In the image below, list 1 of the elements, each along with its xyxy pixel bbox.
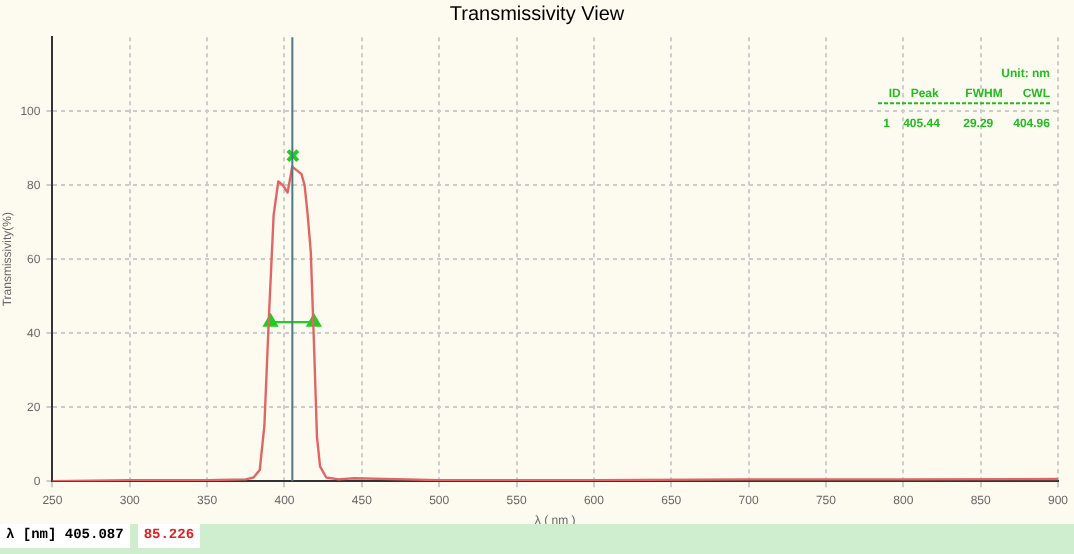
chart-title: Transmissivity View bbox=[447, 2, 627, 30]
